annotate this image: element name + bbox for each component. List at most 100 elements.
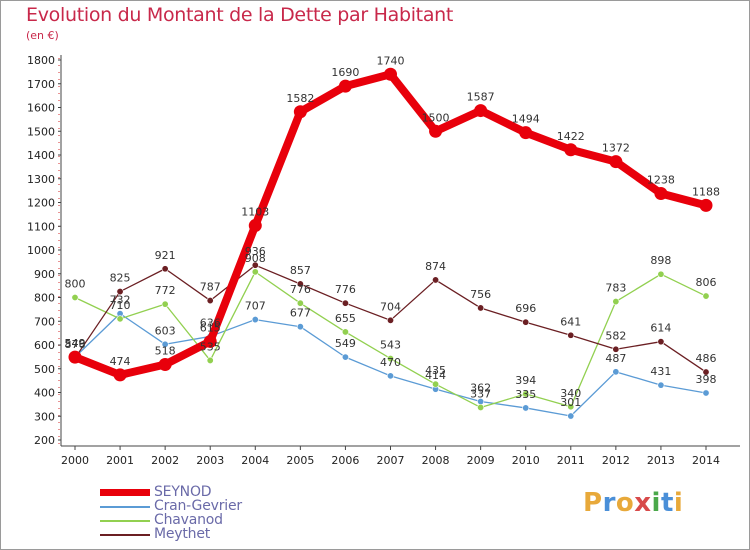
data-label-cran-gevrier: 677 xyxy=(290,307,311,320)
data-label-meythet: 936 xyxy=(245,245,266,258)
data-point-seynod xyxy=(474,104,488,118)
data-point-seynod xyxy=(158,357,172,371)
x-tick-label: 2001 xyxy=(106,454,134,467)
data-label-cran-gevrier: 431 xyxy=(650,365,671,378)
data-point-cran-gevrier xyxy=(702,389,710,397)
data-point-chavanod xyxy=(116,315,124,323)
y-tick-label: 1700 xyxy=(27,78,55,91)
data-point-meythet xyxy=(386,316,394,324)
data-label-chavanod: 806 xyxy=(696,276,717,289)
data-point-meythet xyxy=(477,304,485,312)
data-point-seynod xyxy=(338,79,352,93)
data-label-seynod: 615 xyxy=(200,321,221,334)
legend-swatch-meythet xyxy=(100,534,150,536)
data-label-seynod: 1740 xyxy=(377,54,405,67)
y-tick-label: 1100 xyxy=(27,220,55,233)
x-tick-label: 2007 xyxy=(377,454,405,467)
data-point-chavanod xyxy=(702,292,710,300)
y-tick-label: 1500 xyxy=(27,125,55,138)
data-label-seynod: 1188 xyxy=(692,185,720,198)
data-label-cran-gevrier: 470 xyxy=(380,356,401,369)
data-label-cran-gevrier: 732 xyxy=(110,294,131,307)
legend-label-meythet: Meythet xyxy=(154,526,211,542)
y-tick-label: 1000 xyxy=(27,244,55,257)
data-label-chavanod: 435 xyxy=(425,364,446,377)
data-point-seynod xyxy=(564,143,578,157)
data-point-seynod xyxy=(699,198,713,212)
data-label-seynod: 1582 xyxy=(286,92,314,105)
data-label-chavanod: 772 xyxy=(155,284,176,297)
data-label-cran-gevrier: 603 xyxy=(155,324,176,337)
data-label-cran-gevrier: 549 xyxy=(65,337,86,350)
y-tick-label: 600 xyxy=(34,339,55,352)
data-point-chavanod xyxy=(71,293,79,301)
data-label-meythet: 874 xyxy=(425,260,446,273)
data-label-chavanod: 394 xyxy=(515,374,536,387)
data-point-cran-gevrier xyxy=(296,323,304,331)
data-label-seynod: 518 xyxy=(155,344,176,357)
data-label-meythet: 921 xyxy=(155,249,176,262)
x-tick-label: 2010 xyxy=(512,454,540,467)
data-point-meythet xyxy=(206,297,214,305)
logo-letter: o xyxy=(615,488,635,518)
data-point-meythet xyxy=(296,280,304,288)
data-point-chavanod xyxy=(206,356,214,364)
x-tick-label: 2004 xyxy=(241,454,269,467)
data-point-meythet xyxy=(116,288,124,296)
data-point-meythet xyxy=(522,318,530,326)
data-label-seynod: 1372 xyxy=(602,142,630,155)
data-point-seynod xyxy=(519,126,533,140)
data-label-seynod: 1690 xyxy=(331,66,359,79)
data-point-chavanod xyxy=(477,403,485,411)
x-tick-label: 2002 xyxy=(151,454,179,467)
data-point-meythet xyxy=(567,331,575,339)
data-point-seynod xyxy=(293,105,307,119)
y-tick-label: 200 xyxy=(34,434,55,447)
data-label-seynod: 1238 xyxy=(647,173,675,186)
data-point-cran-gevrier xyxy=(161,340,169,348)
data-point-seynod xyxy=(384,67,397,81)
data-label-chavanod: 783 xyxy=(605,282,626,295)
data-point-seynod xyxy=(203,334,217,348)
data-point-chavanod xyxy=(432,380,440,388)
data-point-chavanod xyxy=(161,300,169,308)
data-label-seynod: 474 xyxy=(110,355,131,368)
logo-letter: x xyxy=(634,488,652,518)
x-tick-label: 2008 xyxy=(422,454,450,467)
data-label-chavanod: 908 xyxy=(245,252,266,265)
data-point-chavanod xyxy=(251,268,259,276)
data-label-meythet: 614 xyxy=(650,322,671,335)
y-tick-label: 1200 xyxy=(27,197,55,210)
data-label-seynod: 1103 xyxy=(241,206,269,219)
data-label-chavanod: 710 xyxy=(110,299,131,312)
data-label-cran-gevrier: 707 xyxy=(245,300,266,313)
logo-letter: t xyxy=(660,488,674,518)
data-point-cran-gevrier xyxy=(386,372,394,380)
data-label-meythet: 776 xyxy=(335,283,356,296)
data-label-seynod: 549 xyxy=(65,337,86,350)
data-point-chavanod xyxy=(341,328,349,336)
data-label-cran-gevrier: 549 xyxy=(335,337,356,350)
data-label-seynod: 1494 xyxy=(512,113,540,126)
data-label-chavanod: 543 xyxy=(380,339,401,352)
data-point-meythet xyxy=(432,276,440,284)
data-point-seynod xyxy=(113,368,127,382)
data-point-chavanod xyxy=(567,403,575,411)
data-label-seynod: 1500 xyxy=(422,111,450,124)
data-label-chavanod: 655 xyxy=(335,312,356,325)
data-label-cran-gevrier: 335 xyxy=(515,388,536,401)
data-point-seynod xyxy=(654,186,668,200)
x-tick-label: 2006 xyxy=(331,454,359,467)
data-label-chavanod: 337 xyxy=(470,387,491,400)
data-label-meythet: 704 xyxy=(380,300,401,313)
y-tick-label: 1400 xyxy=(27,149,55,162)
data-point-chavanod xyxy=(657,270,665,278)
data-point-meythet xyxy=(702,368,710,376)
data-label-meythet: 641 xyxy=(560,315,581,328)
data-point-chavanod xyxy=(612,298,620,306)
legend-swatch-cran-gevrier xyxy=(100,506,150,508)
chart-unit-label: (en €) xyxy=(26,29,59,42)
data-point-chavanod xyxy=(386,355,394,363)
x-tick-label: 2013 xyxy=(647,454,675,467)
data-label-meythet: 486 xyxy=(696,352,717,365)
